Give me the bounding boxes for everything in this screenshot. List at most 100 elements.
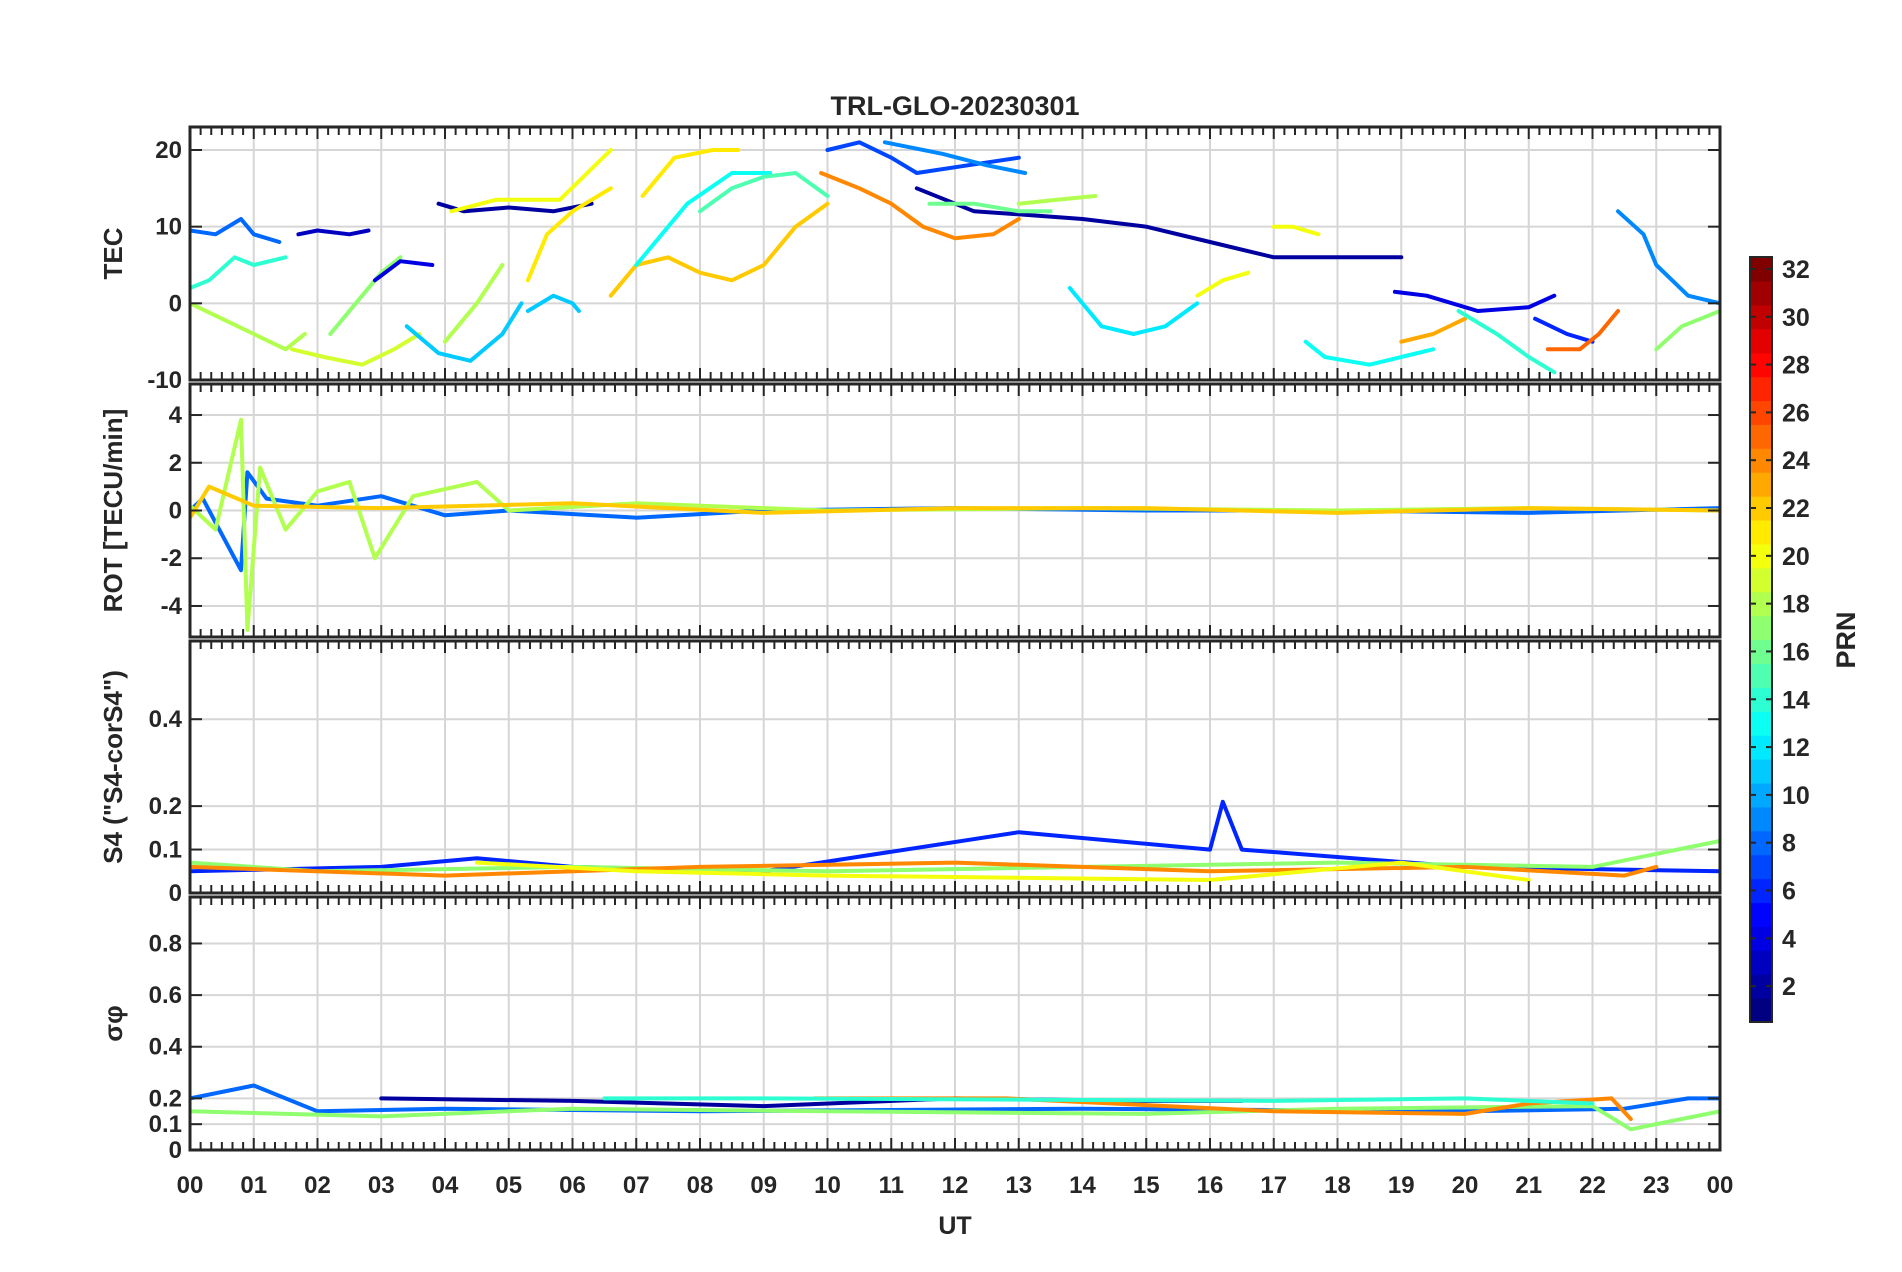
- series-line-prn-24: [819, 171, 1021, 241]
- x-tick-label: 18: [1324, 1172, 1351, 1199]
- colorbar-cell: [1750, 352, 1772, 378]
- colorbar-label: PRN: [1831, 611, 1861, 668]
- colorbar-cell: [1750, 615, 1772, 641]
- chart-title: TRL-GLO-20230301: [830, 91, 1079, 121]
- series-line-prn-4: [372, 259, 435, 283]
- y-tick-label: -4: [161, 593, 183, 620]
- colorbar-cell: [1750, 735, 1772, 760]
- x-tick-label: 21: [1515, 1172, 1542, 1199]
- colorbar-tick-label: 20: [1782, 543, 1810, 571]
- colorbar-tick-label: 2: [1782, 973, 1796, 1001]
- colorbar-cell: [1750, 567, 1772, 593]
- series-line-prn-22: [608, 201, 830, 298]
- y-tick-label: 0.4: [149, 706, 183, 733]
- series-line-prn-6: [1533, 316, 1595, 344]
- colorbar-tick-label: 28: [1782, 352, 1810, 380]
- series-line-prn-18: [1016, 194, 1098, 206]
- series-line-prn-19: [290, 332, 422, 367]
- series-line-prn-8: [190, 217, 282, 244]
- colorbar-tick-label: 32: [1782, 256, 1810, 284]
- series-line-prn-2: [914, 186, 1404, 260]
- colorbar-tick-label: 16: [1782, 638, 1810, 666]
- y-axis-label: ROT [TECU/min]: [98, 409, 128, 613]
- x-tick-label: 08: [687, 1172, 714, 1199]
- colorbar-cell: [1750, 926, 1772, 951]
- series-line-prn-11: [404, 301, 524, 363]
- colorbar-cell: [1750, 472, 1772, 497]
- x-tick-label: 01: [240, 1172, 267, 1199]
- panel-frame: [188, 125, 1722, 382]
- x-tick-label: 03: [368, 1172, 395, 1199]
- x-tick-label: 16: [1197, 1172, 1224, 1199]
- x-tick-label: 22: [1579, 1172, 1606, 1199]
- panel-rot: -4 -2 0 2 4 ROT [TECU/min]: [98, 382, 1722, 639]
- x-tick-label: 06: [559, 1172, 586, 1199]
- x-tick-label: 10: [814, 1172, 841, 1199]
- y-tick-label: 2: [169, 450, 182, 477]
- colorbar-cell: [1750, 854, 1772, 880]
- series-line-prn-25: [1545, 309, 1620, 352]
- x-tick-label: 00: [177, 1172, 204, 1199]
- colorbar-cell: [1750, 280, 1772, 306]
- colorbar-cell: [1750, 806, 1772, 832]
- series-line-prn-18: [190, 301, 307, 352]
- colorbar-cell: [1750, 782, 1772, 808]
- colorbar-cell: [1750, 519, 1772, 545]
- series-line-prn-21: [640, 148, 741, 198]
- series-line-prn-11: [525, 293, 581, 313]
- colorbar-cell: [1750, 328, 1772, 354]
- series-line-prn-18: [443, 263, 505, 344]
- colorbar-cell: [1750, 998, 1772, 1023]
- y-tick-label: 0.8: [149, 930, 182, 957]
- colorbar-cell: [1750, 543, 1772, 569]
- panel-s4: 0 0.1 0.2 0.4 S4 ("S4-corS4"): [98, 639, 1722, 907]
- y-axis-label: σφ: [98, 1005, 128, 1041]
- series-line-prn-20: [1271, 224, 1321, 237]
- series-line-prn-17: [328, 255, 403, 336]
- series-line-prn-6: [190, 799, 1720, 874]
- colorbar-tick-label: 30: [1782, 304, 1810, 332]
- colorbar-tick-label: 14: [1782, 686, 1810, 714]
- x-tick-label: 15: [1133, 1172, 1160, 1199]
- series-line-prn-23: [1399, 316, 1467, 344]
- y-axis-label: S4 ("S4-corS4"): [98, 670, 128, 864]
- series-line-prn-14: [1456, 309, 1557, 375]
- colorbar-tick-label: 6: [1782, 878, 1796, 906]
- x-tick-label: 20: [1452, 1172, 1479, 1199]
- colorbar-tick-label: 22: [1782, 495, 1810, 523]
- series-line-prn-9: [1616, 209, 1720, 306]
- series-line-prn-20: [1195, 270, 1251, 298]
- series-line-prn-17: [1654, 309, 1720, 352]
- colorbar-cell: [1750, 304, 1772, 330]
- y-tick-label: 10: [155, 214, 182, 241]
- series-line-prn-9: [882, 140, 1028, 175]
- series-line-prn-17: [190, 838, 1720, 874]
- colorbar-cell: [1750, 591, 1772, 617]
- x-tick-label: 05: [495, 1172, 522, 1199]
- series-line-prn-20: [474, 860, 1531, 882]
- x-tick-label: 17: [1260, 1172, 1287, 1199]
- series-group: [190, 417, 1720, 632]
- series-line-prn-13: [1303, 339, 1436, 367]
- series-line-prn-12: [1067, 286, 1200, 336]
- series-line-prn-14: [602, 1096, 1595, 1106]
- y-tick-label: 0.2: [149, 793, 182, 820]
- colorbar-cell: [1750, 639, 1772, 665]
- colorbar-cell: [1750, 974, 1772, 999]
- colorbar-cell: [1750, 448, 1772, 473]
- series-line-prn-14: [190, 255, 288, 290]
- colorbar-cell: [1750, 376, 1772, 402]
- x-tick-labels: 00 01 02 03 04 05 06 07 08 09 10 11 12 13 14 15 16 17 18 19…: [177, 1172, 1734, 1199]
- series-group: [190, 1083, 1720, 1132]
- y-tick-label: 4: [169, 402, 183, 429]
- y-tick-label: 0: [169, 880, 182, 907]
- colorbar-tick-label: 4: [1782, 925, 1796, 953]
- y-tick-label: -2: [161, 545, 182, 572]
- panel-sigma: 00.10.2 0.4 0.6 0.8 σφ: [98, 895, 1722, 1164]
- series-line-prn-4: [1392, 289, 1557, 313]
- x-axis-label: UT: [938, 1212, 971, 1240]
- y-tick-label: 0: [169, 290, 182, 317]
- colorbar-cell: [1750, 496, 1772, 521]
